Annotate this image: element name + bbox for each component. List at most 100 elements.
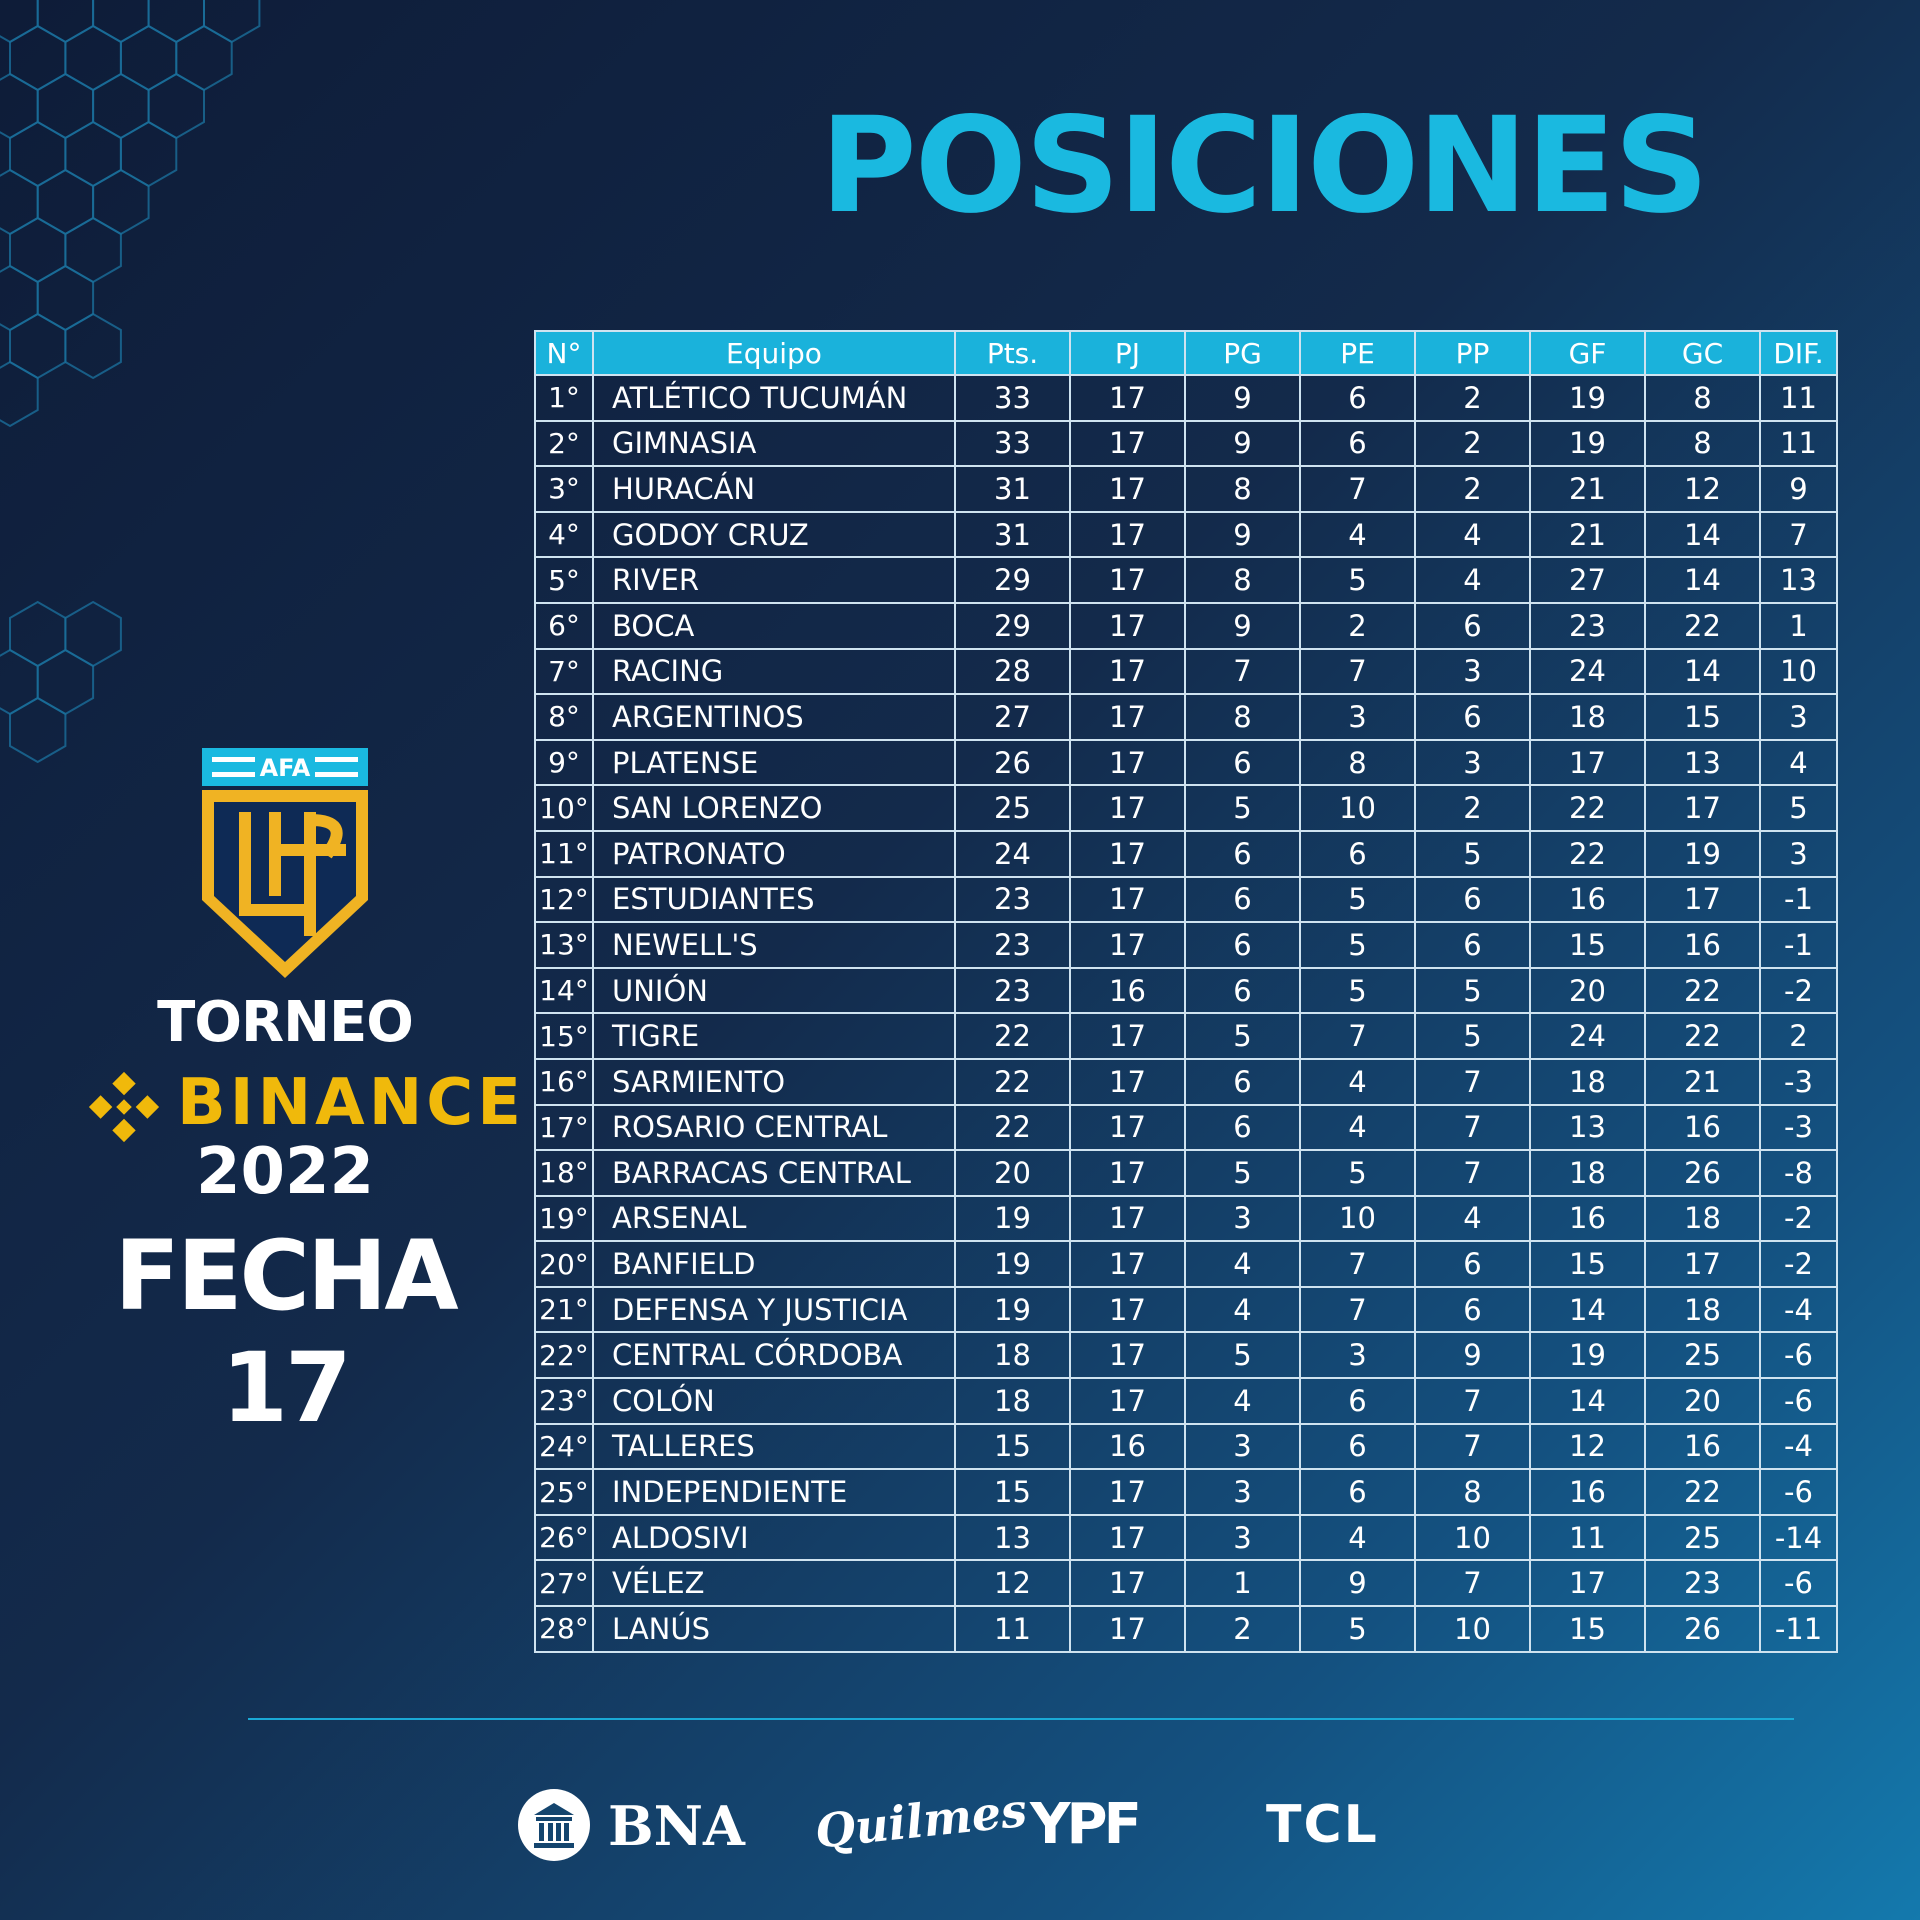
position-cell: 19° (534, 1194, 594, 1243)
stat-cell: 6 (1184, 1057, 1301, 1106)
stat-cell: 23 (954, 921, 1071, 969)
hexagon-pattern-decoration (0, 0, 261, 764)
position-cell: 3° (534, 465, 594, 513)
stat-cell: 5 (1299, 556, 1416, 604)
stat-cell: 16 (1529, 1194, 1646, 1243)
stat-cell: 16 (1069, 1422, 1186, 1471)
stat-cell: 19 (954, 1240, 1071, 1288)
stat-cell: 19 (954, 1194, 1071, 1243)
stat-cell: 23 (1644, 1559, 1761, 1608)
stat-cell: 3 (1184, 1194, 1301, 1243)
stat-cell: 17 (1644, 784, 1761, 832)
stat-cell: 5 (1299, 875, 1416, 924)
position-cell: 12° (534, 875, 594, 924)
column-header: PE (1299, 330, 1416, 376)
stat-cell: 6 (1414, 601, 1531, 650)
page-title: POSICIONES (820, 89, 1709, 243)
stat-cell: 7 (1414, 1057, 1531, 1106)
stat-cell: 3 (1759, 693, 1838, 741)
stat-cell: 17 (1069, 647, 1186, 696)
team-name-cell: HURACÁN (592, 465, 956, 513)
table-row: 26° ALDOSIVI 13 17 3 4 10 11 25 -14 (534, 1513, 1838, 1562)
stat-cell: 17 (1069, 556, 1186, 604)
stat-cell: 18 (1529, 693, 1646, 741)
stat-cell: 19 (1529, 1331, 1646, 1380)
team-name-cell: GODOY CRUZ (592, 510, 956, 559)
position-cell: 9° (534, 738, 594, 787)
stat-cell: 18 (1529, 1149, 1646, 1197)
position-cell: 27° (534, 1559, 594, 1608)
stat-cell: 25 (1644, 1513, 1761, 1562)
stat-cell: 3 (1184, 1468, 1301, 1516)
stat-cell: 10 (1414, 1605, 1531, 1653)
stat-cell: 8 (1644, 374, 1761, 422)
stat-cell: 5 (1299, 966, 1416, 1015)
table-row: 15° TIGRE 22 17 5 7 5 24 22 2 (534, 1012, 1838, 1060)
stat-cell: 13 (1529, 1103, 1646, 1152)
stat-cell: 2 (1184, 1605, 1301, 1653)
team-name-cell: UNIÓN (592, 966, 956, 1015)
stat-cell: 12 (1529, 1422, 1646, 1471)
stat-cell: 23 (954, 875, 1071, 924)
stat-cell: 20 (1529, 966, 1646, 1015)
stat-cell: -1 (1759, 875, 1838, 924)
torneo-label: TORNEO (157, 990, 414, 1055)
stat-cell: 17 (1069, 1331, 1186, 1380)
table-header-row: N° Equipo Pts. PJ PG PE PP GF GC DIF. (534, 330, 1838, 376)
stat-cell: 6 (1184, 921, 1301, 969)
stat-cell: 6 (1414, 693, 1531, 741)
stat-cell: 15 (954, 1468, 1071, 1516)
stat-cell: -6 (1759, 1559, 1838, 1608)
stat-cell: -8 (1759, 1149, 1838, 1197)
stat-cell: 6 (1299, 1422, 1416, 1471)
stat-cell: 8 (1184, 693, 1301, 741)
stat-cell: -11 (1759, 1605, 1838, 1653)
year-label: 2022 (195, 1135, 375, 1209)
stat-cell: 3 (1414, 647, 1531, 696)
stat-cell: 11 (954, 1605, 1071, 1653)
stat-cell: 14 (1644, 647, 1761, 696)
stat-cell: 9 (1759, 465, 1838, 513)
stat-cell: 10 (1414, 1513, 1531, 1562)
stat-cell: 13 (1644, 738, 1761, 787)
stat-cell: 5 (1184, 1012, 1301, 1060)
bna-label: BNA (608, 1794, 745, 1858)
table-row: 20° BANFIELD 19 17 4 7 6 15 17 -2 (534, 1240, 1838, 1288)
stat-cell: 25 (954, 784, 1071, 832)
stat-cell: -2 (1759, 1194, 1838, 1243)
stat-cell: 33 (954, 419, 1071, 468)
table-row: 14° UNIÓN 23 16 6 5 5 20 22 -2 (534, 966, 1838, 1015)
stat-cell: 13 (954, 1513, 1071, 1562)
stat-cell: 2 (1414, 784, 1531, 832)
stat-cell: 17 (1069, 1377, 1186, 1425)
table-row: 19° ARSENAL 19 17 3 10 4 16 18 -2 (534, 1194, 1838, 1243)
team-name-cell: BOCA (592, 601, 956, 650)
stat-cell: 5 (1414, 1012, 1531, 1060)
stat-cell: 21 (1529, 510, 1646, 559)
stat-cell: 6 (1414, 1285, 1531, 1334)
stat-cell: 19 (1529, 419, 1646, 468)
stat-cell: 11 (1759, 374, 1838, 422)
stat-cell: 21 (1644, 1057, 1761, 1106)
stat-cell: 23 (954, 966, 1071, 1015)
stat-cell: -6 (1759, 1331, 1838, 1380)
team-name-cell: ALDOSIVI (592, 1513, 956, 1562)
stat-cell: 13 (1759, 556, 1838, 604)
stat-cell: 18 (1644, 1194, 1761, 1243)
table-row: 16° SARMIENTO 22 17 6 4 7 18 21 -3 (534, 1057, 1838, 1106)
position-cell: 24° (534, 1422, 594, 1471)
stat-cell: 6 (1299, 1377, 1416, 1425)
stat-cell: 7 (1414, 1559, 1531, 1608)
table-row: 11° PATRONATO 24 17 6 6 5 22 19 3 (534, 829, 1838, 878)
stat-cell: 10 (1299, 1194, 1416, 1243)
binance-diamond-icon (88, 1071, 160, 1143)
stat-cell: 4 (1299, 1513, 1416, 1562)
position-cell: 5° (534, 556, 594, 604)
stat-cell: -4 (1759, 1422, 1838, 1471)
stat-cell: 4 (1299, 510, 1416, 559)
stat-cell: 17 (1069, 374, 1186, 422)
stat-cell: 18 (1529, 1057, 1646, 1106)
stat-cell: 29 (954, 556, 1071, 604)
stat-cell: 5 (1184, 1149, 1301, 1197)
stat-cell: 4 (1414, 556, 1531, 604)
